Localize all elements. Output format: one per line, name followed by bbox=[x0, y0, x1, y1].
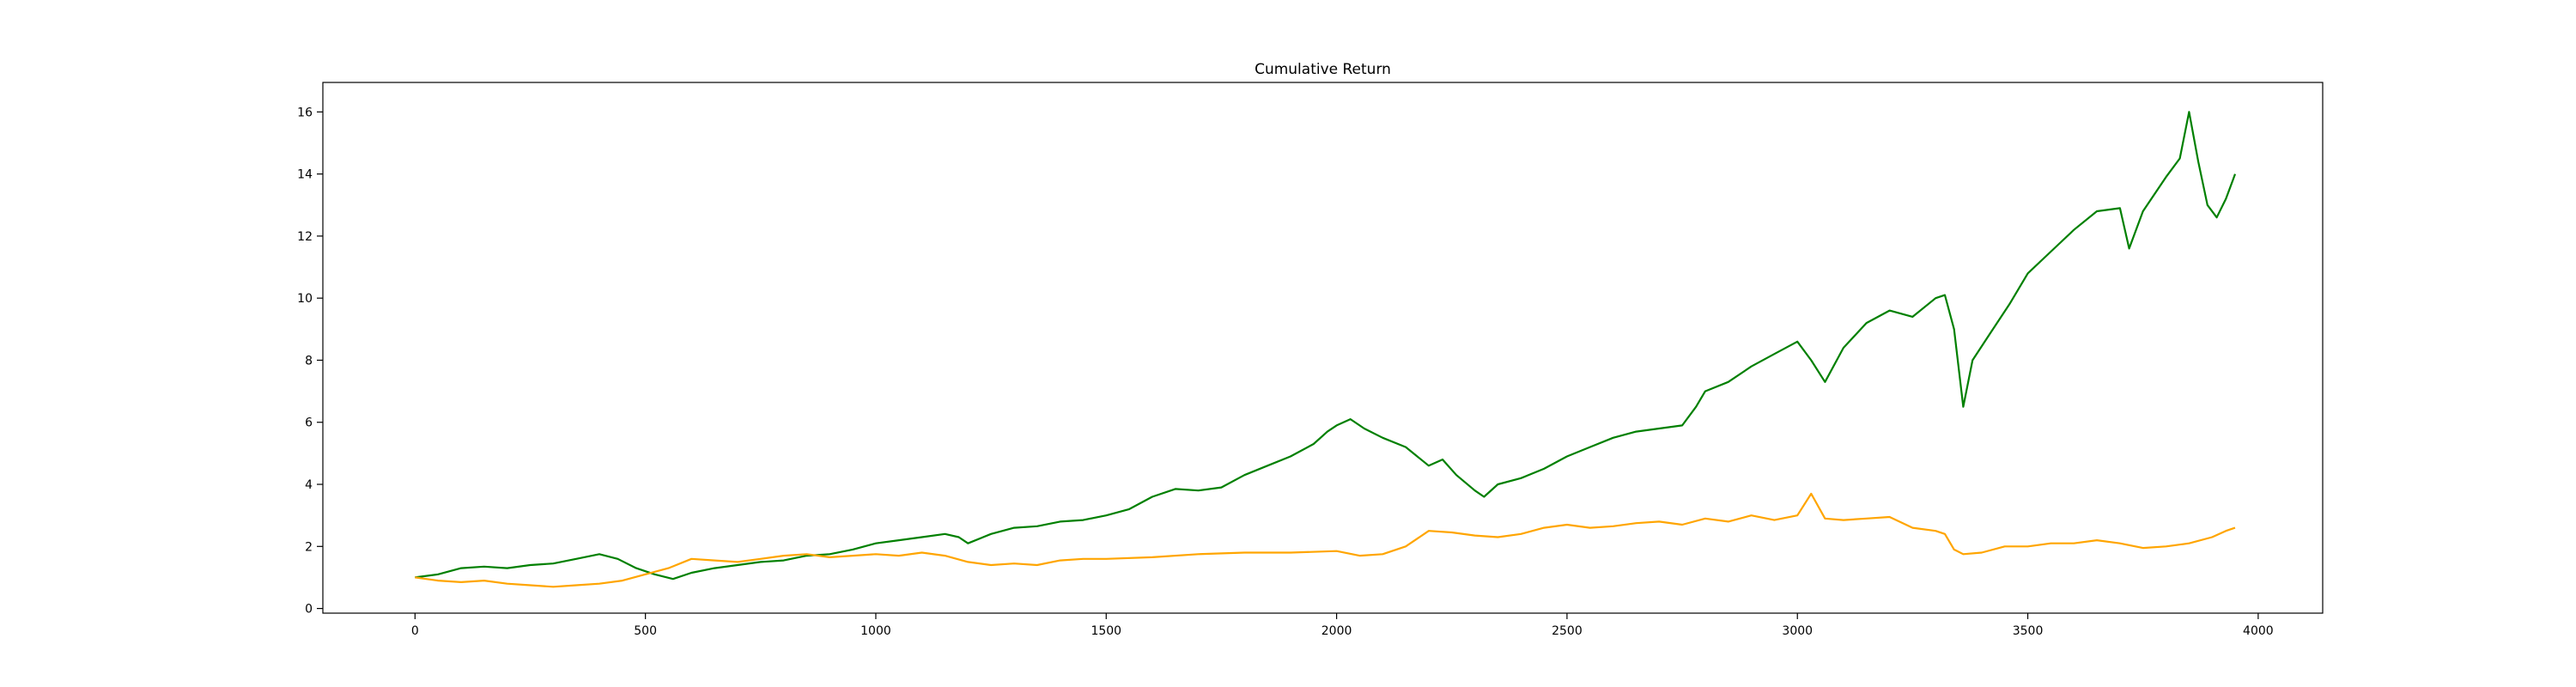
y-tick-label: 0 bbox=[305, 603, 313, 617]
x-tick-label: 2000 bbox=[1321, 624, 1352, 638]
y-tick-label: 10 bbox=[297, 292, 313, 306]
x-tick-label: 0 bbox=[411, 624, 419, 638]
y-tick-label: 6 bbox=[305, 416, 313, 430]
y-tick-label: 8 bbox=[305, 354, 313, 368]
x-tick-label: 1000 bbox=[860, 624, 891, 638]
y-tick-label: 4 bbox=[305, 478, 313, 492]
y-tick-label: 16 bbox=[297, 106, 313, 119]
series-line-1 bbox=[415, 111, 2237, 581]
x-axis: 0 500 1000 1500 2000 2500 3000 3500 4000 bbox=[411, 613, 2274, 638]
chart-title: Cumulative Return bbox=[1255, 61, 1391, 78]
x-tick-label: 1500 bbox=[1091, 624, 1121, 638]
series-layer bbox=[415, 111, 2237, 588]
plot-area-frame bbox=[322, 82, 2324, 614]
x-tick-label: 500 bbox=[634, 624, 657, 638]
series-line-2 bbox=[415, 492, 2236, 588]
y-tick-label: 2 bbox=[305, 540, 313, 554]
y-tick-label: 12 bbox=[297, 230, 313, 244]
x-tick-label: 4000 bbox=[2243, 624, 2274, 638]
x-tick-label: 3000 bbox=[1782, 624, 1813, 638]
x-tick-label: 2500 bbox=[1552, 624, 1583, 638]
y-axis: 0 2 4 6 8 10 12 14 16 bbox=[297, 106, 323, 617]
x-tick-label: 3500 bbox=[2013, 624, 2044, 638]
y-tick-label: 14 bbox=[297, 168, 313, 182]
